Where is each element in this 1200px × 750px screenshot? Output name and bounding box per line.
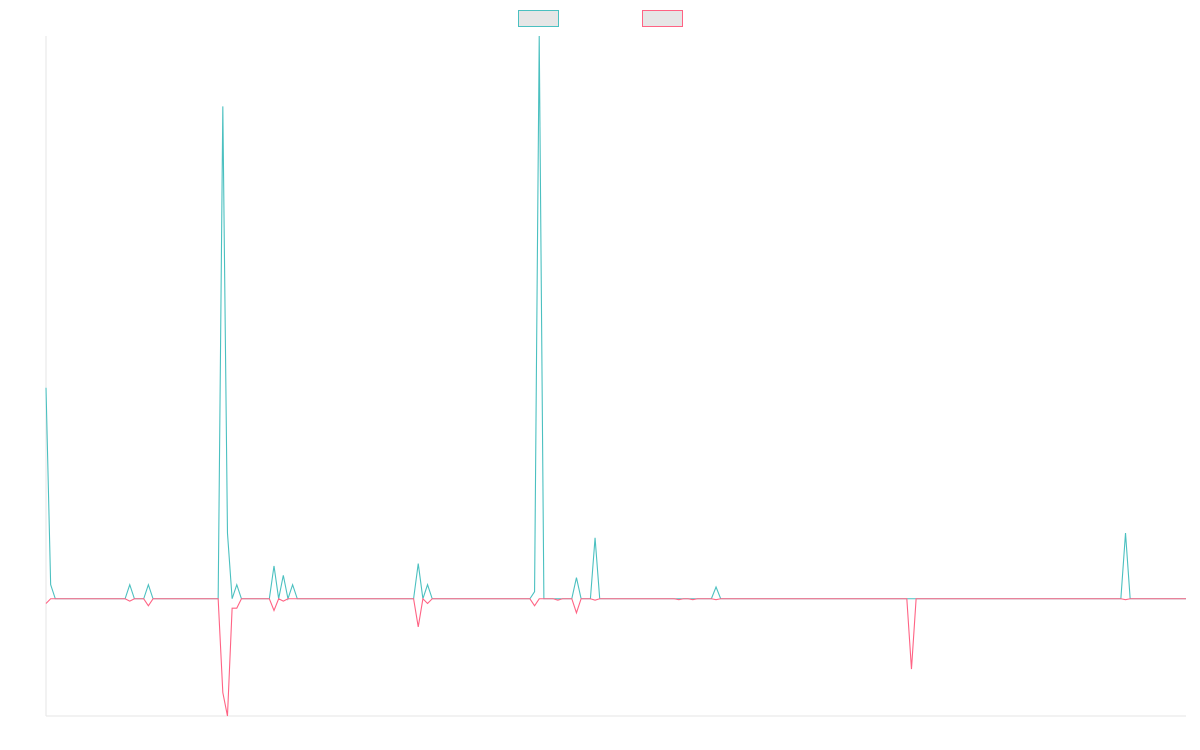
chart-series-layer [45, 35, 1186, 717]
chart-axes [45, 36, 1186, 717]
legend-swatch-1[interactable] [518, 10, 559, 27]
chart-legend[interactable] [518, 10, 683, 27]
series-line-1 [45, 35, 1186, 601]
legend-swatch-2[interactable] [642, 10, 683, 27]
series-line-2 [45, 597, 1186, 717]
